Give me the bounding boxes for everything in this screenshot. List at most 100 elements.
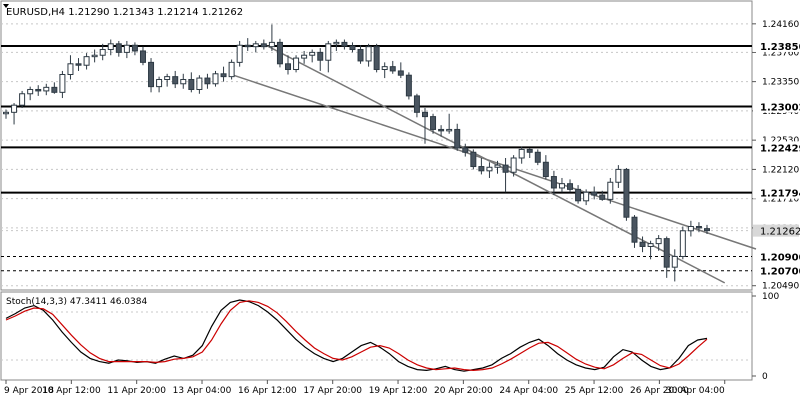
candle-bearish	[131, 44, 138, 52]
time-tick-label: 20 Apr 20:00	[434, 386, 493, 396]
candle-bearish	[115, 43, 122, 53]
candle-bullish	[228, 61, 235, 78]
candle-bullish	[27, 88, 34, 95]
candle-bearish	[75, 63, 82, 66]
time-tick-label: 9 Apr 2018	[4, 386, 54, 396]
price-panel[interactable]: EURUSD,H4 1.21290 1.21343 1.21214 1.2126…	[0, 0, 757, 291]
price-gridlines	[1, 23, 752, 287]
candle-bullish	[59, 73, 66, 93]
candle-bullish	[446, 128, 453, 132]
price-tick-label: 1.20490	[762, 282, 799, 292]
candle-bearish	[220, 73, 227, 78]
candle-bearish	[534, 151, 541, 163]
candle-bearish	[599, 194, 606, 200]
candle-bullish	[252, 43, 259, 48]
candle-bearish	[244, 44, 251, 48]
price-tick-label: 1.22120	[762, 165, 799, 175]
candle-bearish	[317, 51, 324, 61]
candle-bearish	[526, 148, 533, 153]
stochastic-panel[interactable]: Stoch(14,3,3) 47.3411 46.0384	[0, 291, 753, 381]
time-tick-label: 26 Apr 20:00	[630, 386, 689, 396]
time-tick-label: 17 Apr 20:00	[303, 386, 362, 396]
candle-bearish	[639, 241, 646, 247]
candle-bullish	[558, 183, 565, 189]
candle-bearish	[567, 183, 574, 190]
candle-bearish	[421, 111, 428, 118]
candle-bullish	[333, 41, 340, 45]
candle-bullish	[236, 44, 243, 63]
price-tick-label: 1.24160	[762, 20, 799, 30]
candle-bullish	[655, 238, 662, 245]
stochastic-signal-line	[5, 300, 708, 372]
stochastic-main-line	[5, 299, 708, 372]
candle-bearish	[260, 43, 267, 48]
candle-bearish	[550, 176, 557, 189]
level-price-label: 1.22429	[760, 143, 800, 154]
candle-bullish	[99, 49, 106, 56]
candle-bearish	[470, 151, 477, 168]
candle-bearish	[695, 225, 702, 229]
candle-bearish	[276, 41, 283, 65]
candle-bearish	[663, 238, 670, 268]
candle-bullish	[67, 63, 74, 75]
candle-bullish	[91, 54, 98, 58]
candle-bullish	[164, 76, 171, 80]
candle-bearish	[357, 49, 364, 62]
candle-bearish	[373, 46, 380, 71]
candle-bullish	[607, 181, 614, 200]
candle-bullish	[647, 243, 654, 247]
level-label-box	[753, 100, 799, 113]
candle-bearish	[188, 78, 195, 90]
candle-bearish	[591, 191, 598, 196]
candle-bullish	[671, 255, 678, 268]
level-label-box	[753, 250, 799, 263]
candles	[3, 24, 710, 282]
price-tick-label: 1.23350	[762, 78, 799, 88]
candle-bearish	[631, 216, 638, 243]
price-tick-label: 1.22530	[762, 136, 799, 146]
candle-bullish	[583, 191, 590, 202]
candle-bearish	[542, 161, 549, 178]
candle-bearish	[575, 188, 582, 202]
candle-bearish	[285, 63, 292, 71]
candle-bullish	[268, 41, 275, 48]
candle-bearish	[35, 88, 42, 92]
level-price-label: 1.21794	[760, 189, 800, 200]
candle-bullish	[381, 66, 388, 71]
candle-bullish	[180, 78, 187, 85]
current-price-label-box	[753, 224, 799, 237]
candle-bearish	[389, 66, 396, 72]
level-price-label: 1.23002	[760, 102, 800, 113]
indicator-header: Stoch(14,3,3) 47.3411 46.0384	[6, 297, 147, 307]
candle-bearish	[204, 77, 211, 85]
level-price-label: 1.20700	[760, 267, 800, 278]
channel-upper-line	[229, 73, 757, 250]
candle-bearish	[413, 95, 420, 113]
candle-bullish	[123, 44, 130, 53]
stochastic-gridlines	[1, 311, 752, 361]
stochastic-axis: 100 0	[752, 292, 779, 382]
horizontal-levels	[1, 44, 752, 272]
candle-bullish	[212, 73, 219, 85]
symbol-header: EURUSD,H4 1.21290 1.21343 1.21214 1.2126…	[6, 7, 243, 18]
candle-bearish	[51, 86, 58, 93]
candle-bearish	[341, 41, 348, 47]
candle-bullish	[293, 57, 300, 71]
candle-bearish	[623, 168, 630, 218]
candle-bullish	[486, 166, 493, 172]
candle-bullish	[156, 78, 163, 88]
candle-bearish	[478, 166, 485, 172]
candle-bullish	[107, 43, 114, 51]
candle-bullish	[518, 148, 525, 159]
collapse-triangle-icon[interactable]	[3, 4, 9, 8]
candle-bearish	[430, 116, 437, 130]
time-tick-label: 11 Apr 20:00	[107, 386, 166, 396]
candle-bearish	[438, 128, 445, 132]
candle-bullish	[615, 168, 622, 183]
time-tick-label: 25 Apr 12:00	[565, 386, 624, 396]
time-tick-label: 13 Apr 04:00	[173, 386, 232, 396]
current-price-label: 1.21262	[760, 227, 800, 238]
